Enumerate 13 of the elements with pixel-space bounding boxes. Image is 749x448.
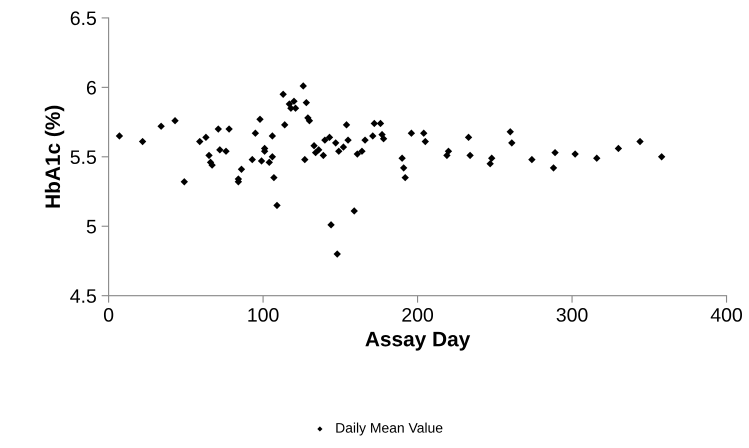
x-tick-label: 400 xyxy=(710,308,742,322)
x-tick-label: 100 xyxy=(248,308,279,322)
y-tick-label: 6.5 xyxy=(70,11,96,26)
y-axis-title: HbA1c (%) xyxy=(44,106,64,208)
y-tick-label: 5 xyxy=(86,220,96,234)
x-tick-label: 300 xyxy=(556,308,588,322)
x-tick-label: 0 xyxy=(104,308,114,322)
x-tick-label: 200 xyxy=(402,308,434,322)
y-tick-label: 5.5 xyxy=(70,150,96,164)
y-tick-label: 6 xyxy=(86,80,96,95)
legend-label: Daily Mean Value xyxy=(336,422,442,436)
x-axis-title: Assay Day xyxy=(365,332,470,351)
y-tick-label: 4.5 xyxy=(70,289,96,303)
